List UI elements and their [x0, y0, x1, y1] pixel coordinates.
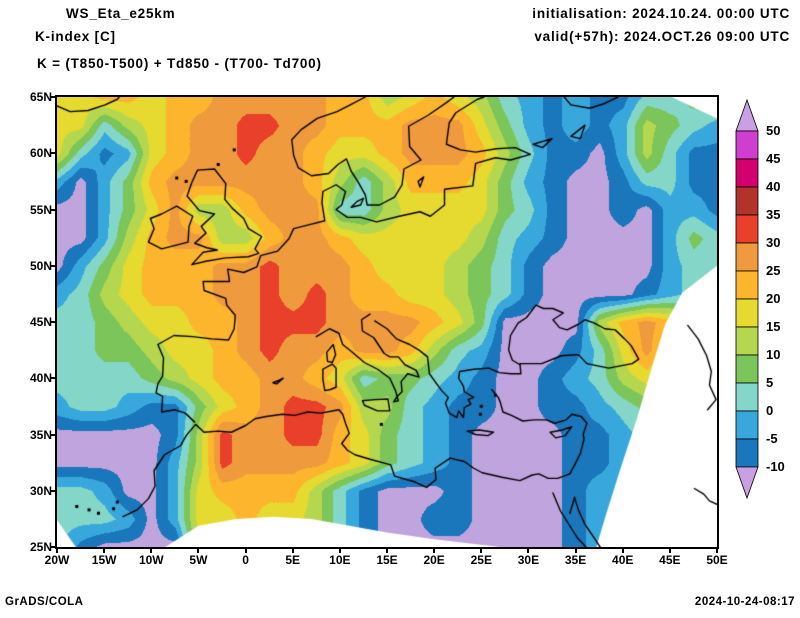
colorbar-segment	[735, 130, 759, 160]
x-tick-label: 45E	[659, 553, 681, 567]
colorbar-tick-label: 5	[766, 375, 774, 390]
x-axis-tick	[244, 547, 247, 553]
x-tick-label: 10W	[138, 553, 164, 567]
x-axis-tick	[668, 547, 671, 553]
colorbar-tick-label: 25	[766, 263, 781, 278]
colorbar-tick-label: 40	[766, 179, 781, 194]
y-tick-label: 65N	[29, 90, 52, 104]
x-tick-label: 5W	[189, 553, 208, 567]
x-tick-label: 10E	[329, 553, 351, 567]
x-axis-tick	[716, 547, 718, 553]
valid-time-label: valid(+57h): 2024.OCT.26 09:00 UTC	[534, 29, 790, 44]
x-axis-tick	[291, 547, 294, 553]
x-tick-label: 25E	[470, 553, 492, 567]
colorbar-segment	[735, 410, 759, 440]
y-axis-tick	[50, 96, 56, 98]
x-axis-tick	[621, 547, 624, 553]
x-tick-label: 15W	[91, 553, 117, 567]
colorbar-segment	[735, 354, 759, 384]
colorbar-arrow	[735, 466, 759, 500]
x-tick-label: 20W	[44, 553, 70, 567]
x-tick-label: 0	[242, 553, 249, 567]
y-axis-tick	[50, 377, 56, 380]
colorbar-tick-label: -10	[766, 459, 785, 474]
y-axis-tick	[50, 433, 56, 436]
variable-label: K-index [C]	[35, 29, 116, 44]
x-tick-label: 35E	[564, 553, 587, 567]
x-tick-label: 40E	[612, 553, 634, 567]
colorbar-segment	[735, 326, 759, 356]
x-tick-label: 50E	[706, 553, 728, 567]
x-tick-label: 20E	[423, 553, 445, 567]
grads-credit-label: GrADS/COLA	[5, 596, 84, 608]
colorbar	[735, 98, 759, 500]
colorbar-segment	[735, 158, 759, 188]
y-tick-label: 30N	[29, 483, 52, 498]
y-tick-label: 35N	[29, 427, 52, 442]
y-tick-label: 45N	[29, 315, 52, 329]
y-tick-label: 50N	[29, 258, 52, 273]
colorbar-tick-label: 30	[766, 235, 781, 250]
colorbar-tick-label: -5	[766, 431, 778, 446]
x-axis-tick	[480, 547, 483, 553]
colorbar-segment	[735, 270, 759, 300]
colorbar-tick-label: 45	[766, 151, 781, 166]
y-tick-label: 25N	[29, 540, 52, 554]
x-axis-tick	[527, 547, 530, 553]
x-axis-tick	[433, 547, 436, 553]
x-axis-tick	[338, 547, 341, 553]
colorbar-segment	[735, 242, 759, 272]
x-axis-tick	[56, 547, 58, 553]
x-axis-tick	[574, 547, 577, 553]
x-axis-tick	[197, 547, 200, 553]
x-axis-tick	[386, 547, 388, 553]
y-axis-tick	[50, 321, 56, 323]
colorbar-arrow	[735, 98, 759, 132]
formula-label: K = (T850-T500) + Td850 - (T700- Td700)	[37, 56, 322, 71]
x-tick-label: 5E	[285, 553, 301, 567]
colorbar-segment	[735, 438, 759, 468]
timestamp-label: 2024-10-24-08:17	[694, 596, 795, 608]
colorbar-tick-label: 50	[766, 123, 781, 138]
colorbar-tick-label: 15	[766, 319, 781, 334]
colorbar-tick-label: 35	[766, 207, 781, 222]
plot-frame	[55, 95, 719, 549]
x-axis-tick	[150, 547, 153, 553]
page-title: WS_Eta_e25km	[66, 6, 176, 21]
y-axis-tick	[50, 152, 56, 155]
initialisation-label: initialisation: 2024.10.24. 00:00 UTC	[532, 6, 790, 21]
y-tick-label: 40N	[29, 371, 52, 386]
y-axis-tick	[50, 264, 56, 267]
colorbar-tick-label: 0	[766, 403, 774, 418]
colorbar-tick-label: 10	[766, 347, 781, 362]
y-tick-label: 60N	[29, 146, 52, 161]
x-tick-label: 30E	[517, 553, 540, 567]
y-axis-tick	[50, 546, 56, 548]
y-axis-tick	[50, 208, 56, 211]
x-axis-tick	[103, 547, 106, 553]
colorbar-segment	[735, 214, 759, 244]
y-axis-tick	[50, 489, 56, 492]
y-tick-label: 55N	[29, 202, 52, 217]
colorbar-segment	[735, 298, 759, 328]
k-index-map-canvas	[57, 97, 717, 547]
colorbar-tick-label: 20	[766, 291, 781, 306]
x-tick-label: 15E	[376, 553, 398, 567]
colorbar-segment	[735, 186, 759, 216]
colorbar-segment	[735, 382, 759, 412]
